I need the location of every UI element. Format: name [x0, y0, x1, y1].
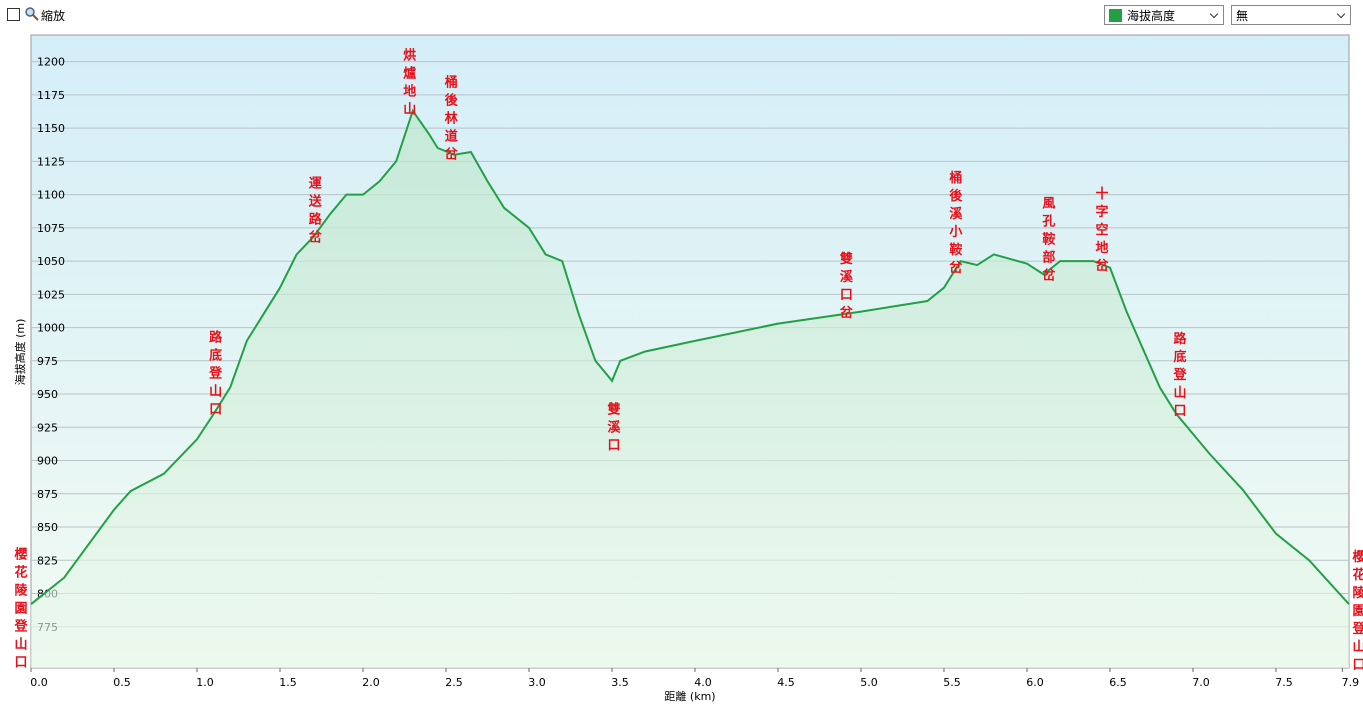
zoom-label: 縮放 — [41, 9, 66, 23]
x-tick-label: 0.0 — [30, 676, 48, 689]
y-tick-label: 1200 — [37, 56, 65, 69]
x-tick-label: 7.5 — [1275, 676, 1293, 689]
y-tick-label: 1175 — [37, 89, 65, 102]
x-tick-label: 5.5 — [943, 676, 961, 689]
annotation: 風孔鞍部岔 — [1039, 196, 1055, 286]
area-fill — [31, 110, 1349, 669]
annotation: 雙溪口 — [604, 401, 620, 456]
x-tick-label: 2.5 — [445, 676, 463, 689]
y-tick-label: 1150 — [37, 122, 65, 135]
series-select[interactable]: 海拔高度 — [1104, 5, 1224, 25]
annotation: 十字空地岔 — [1093, 186, 1109, 277]
y-tick-label: 1050 — [37, 255, 65, 268]
x-axis-label: 距離 (km) — [664, 689, 715, 703]
y-tick-label: 1075 — [37, 222, 65, 235]
annotation: 雙溪口岔 — [837, 251, 853, 324]
annotation: 櫻花陵園登山口 — [1350, 549, 1363, 676]
x-tick-label: 2.0 — [362, 676, 380, 689]
y-tick-label: 850 — [37, 521, 58, 534]
x-tick-label: 3.0 — [528, 676, 546, 689]
x-tick-label: 7.0 — [1192, 676, 1210, 689]
annotation: 桶後溪小鞍岔 — [946, 170, 963, 279]
annotation: 路底登山口 — [206, 330, 223, 421]
series-swatch — [1109, 9, 1122, 22]
y-tick-label: 925 — [37, 421, 58, 434]
elevation-line — [30, 108, 1350, 605]
y-tick-label: 1000 — [37, 322, 65, 335]
x-tick-label: 6.0 — [1026, 676, 1044, 689]
annotation: 路底登山口 — [1171, 331, 1188, 422]
annotation: 櫻花陵園登山口 — [12, 546, 29, 673]
annotation: 桶後林道岔 — [442, 74, 459, 165]
x-tick-label: 0.5 — [113, 676, 131, 689]
x-tick-label: 1.5 — [279, 676, 297, 689]
y-tick-label: 875 — [37, 488, 58, 501]
y-tick-label: 1100 — [37, 189, 65, 202]
y-axis-label: 海拔高度 (m) — [13, 319, 27, 386]
y-tick-label: 900 — [37, 455, 58, 468]
overlay-select[interactable]: 無 — [1231, 5, 1351, 25]
y-tick-label: 975 — [37, 355, 58, 368]
overlay-select-label: 無 — [1236, 9, 1249, 23]
y-tick-label: 950 — [37, 388, 58, 401]
y-tick-label: 1025 — [37, 288, 65, 301]
x-tick-label: 7.9 — [1342, 676, 1360, 689]
x-tick-label: 4.5 — [777, 676, 795, 689]
x-tick-label: 3.5 — [611, 676, 629, 689]
x-tick-label: 1.0 — [196, 676, 214, 689]
x-tick-label: 5.0 — [860, 676, 878, 689]
annotation: 運送路岔 — [306, 176, 323, 248]
zoom-checkbox[interactable] — [7, 8, 20, 21]
x-tick-label: 4.0 — [694, 676, 712, 689]
series-select-label: 海拔高度 — [1127, 9, 1176, 23]
y-tick-label: 825 — [37, 554, 58, 567]
y-tick-label: 1125 — [37, 155, 65, 168]
x-tick-label: 6.5 — [1109, 676, 1127, 689]
annotation: 烘爐地山 — [400, 48, 416, 121]
zoom-icon — [25, 7, 39, 21]
